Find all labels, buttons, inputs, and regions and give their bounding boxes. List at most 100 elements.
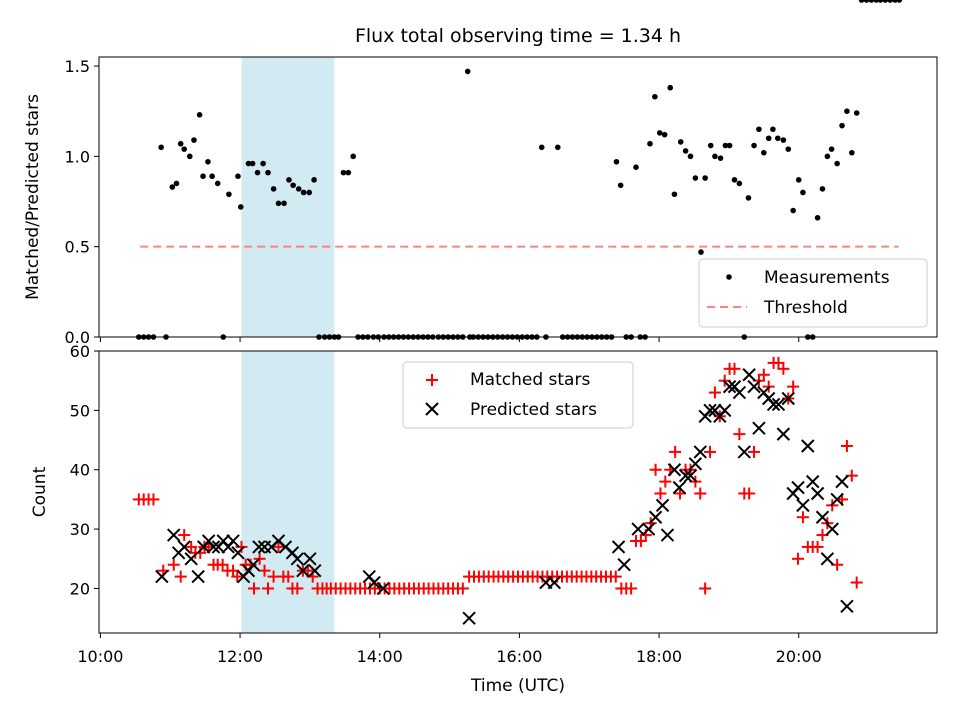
- measurement-point: [286, 177, 292, 183]
- predicted-star-point: [820, 552, 835, 566]
- x-tick-label: 18:00: [636, 647, 682, 666]
- top-legend: Measurements Threshold: [698, 258, 928, 328]
- predicted-star-point: [737, 445, 751, 459]
- measurement-point: [761, 149, 767, 156]
- predicted-star-point: [747, 379, 761, 394]
- matched-star-point: [649, 463, 662, 476]
- predicted-star-point: [367, 575, 381, 590]
- measurement-point: [281, 200, 287, 207]
- predicted-star-point: [830, 492, 844, 507]
- measurement-point: [300, 189, 307, 196]
- matched-star-point: [748, 445, 761, 458]
- measurement-point: [158, 144, 164, 151]
- measurement-point: [882, 0, 889, 3]
- x-tick-label: 16:00: [496, 647, 542, 666]
- measurement-point: [868, 0, 875, 3]
- measurement-point: [306, 189, 312, 196]
- measurement-point: [205, 158, 211, 165]
- predicted-star-point: [805, 474, 820, 489]
- legend-predicted-label: Predicted stars: [470, 400, 597, 420]
- x-tick-label: 10:00: [77, 647, 123, 666]
- measurement-point: [647, 140, 653, 147]
- predicted-star-point: [308, 563, 322, 578]
- measurement-point: [687, 153, 694, 160]
- measurement-point: [290, 182, 296, 189]
- measurement-point: [245, 160, 252, 167]
- measurement-point: [790, 207, 796, 214]
- measurement-point: [345, 169, 352, 176]
- measurement-point: [186, 153, 193, 160]
- predicted-star-point: [815, 510, 830, 524]
- measurement-point: [254, 169, 261, 176]
- measurement-point: [839, 122, 845, 129]
- measurement-point: [555, 144, 561, 151]
- measurement-point: [785, 146, 792, 152]
- legend-matched-label: Matched stars: [470, 370, 590, 390]
- predicted-star-point: [290, 552, 305, 566]
- bottom-y-tick-label: 30: [70, 520, 90, 539]
- measurement-point: [726, 142, 733, 149]
- predicted-star-point: [835, 474, 849, 489]
- predicted-star-point: [791, 480, 805, 495]
- measurement-point: [736, 180, 743, 187]
- top-legend-box: [698, 258, 928, 328]
- predicted-star-point: [462, 611, 476, 625]
- x-tick-label: 12:00: [217, 647, 263, 666]
- legend-threshold-label: Threshold: [763, 298, 848, 318]
- top-y-tick-label: 1.5: [65, 57, 90, 76]
- measurement-point: [877, 0, 884, 3]
- bottom-x-axis: 10:00 12:00 14:00 16:00 18:00 20:00: [77, 633, 822, 666]
- predicted-star-point: [296, 563, 310, 578]
- matched-star-point: [757, 368, 770, 381]
- measurement-point: [702, 175, 708, 181]
- measurement-point: [780, 137, 787, 143]
- predicted-star-point: [641, 522, 656, 536]
- predicted-star-point: [688, 457, 703, 471]
- measurement-point: [834, 160, 840, 167]
- bottom-y-tick-label: 60: [70, 342, 90, 361]
- predicted-star-point: [648, 510, 663, 524]
- measurement-point: [295, 186, 302, 192]
- measurement-point: [311, 177, 317, 183]
- bottom-legend-box: [402, 361, 634, 429]
- matched-star-point: [272, 540, 285, 553]
- matched-star-point: [733, 428, 746, 441]
- predicted-star-point: [184, 552, 198, 566]
- measurement-point: [800, 189, 806, 196]
- predicted-star-point: [771, 397, 786, 412]
- x-axis-label: Time (UTC): [470, 676, 565, 696]
- bottom-plot-frame: [98, 350, 938, 634]
- measurement-point: [350, 153, 356, 160]
- measurement-point: [656, 130, 663, 136]
- measurement-point: [235, 173, 241, 180]
- predicted-star-point: [722, 379, 737, 394]
- measurement-point: [896, 0, 903, 3]
- matched-star-point: [787, 380, 800, 393]
- measurement-point: [853, 110, 860, 116]
- chart-title: Flux total observing time = 1.34 h: [355, 25, 681, 47]
- measurement-point: [858, 0, 865, 3]
- measurement-point: [717, 155, 724, 161]
- predicted-star-point: [776, 427, 791, 441]
- matched-star-point: [456, 582, 469, 595]
- predicted-star-point: [693, 445, 707, 459]
- predicted-star-point: [667, 463, 682, 477]
- measurement-point: [173, 180, 180, 187]
- top-x-axis: [99, 337, 800, 342]
- top-plot-frame: [98, 56, 938, 338]
- matched-star-point: [654, 487, 667, 500]
- measurement-point: [731, 177, 738, 183]
- measurement-point: [538, 144, 545, 151]
- measurement-point: [745, 195, 752, 201]
- measurement-point: [844, 108, 850, 114]
- predicted-star-point: [206, 540, 221, 554]
- measurement-point: [181, 146, 187, 152]
- measurement-point: [214, 180, 221, 187]
- predicted-star-point: [376, 581, 390, 596]
- predicted-star-point: [660, 528, 675, 542]
- predicted-star-point: [167, 528, 181, 542]
- top-y-tick-label: 0.5: [65, 238, 90, 257]
- bottom-y-axis: 20 30 40 50 60: [70, 342, 99, 598]
- measurement-point: [722, 142, 729, 149]
